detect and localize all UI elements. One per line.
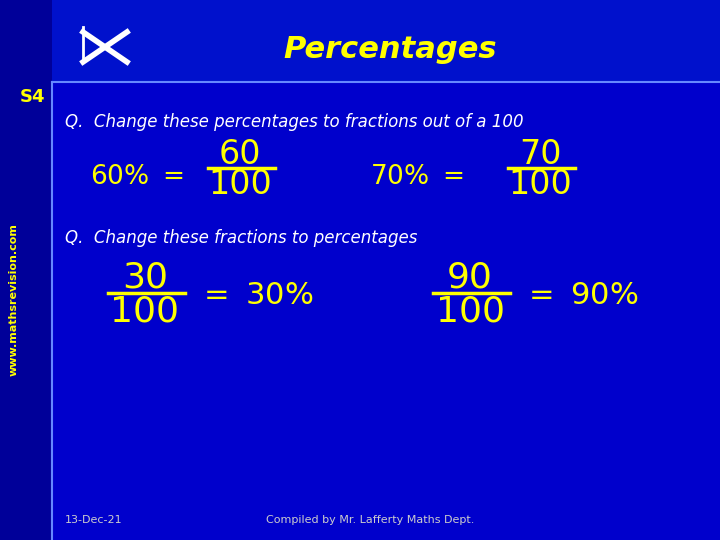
Text: 60: 60 — [219, 138, 261, 172]
Bar — [0, 0, 720, 82]
Text: 13-Dec-21: 13-Dec-21 — [65, 515, 122, 525]
Text: Q.  Change these fractions to percentages: Q. Change these fractions to percentages — [65, 229, 418, 247]
Text: 100: 100 — [508, 168, 572, 201]
Text: $70\%\ =$: $70\%\ =$ — [370, 164, 464, 190]
Text: Compiled by Mr. Lafferty Maths Dept.: Compiled by Mr. Lafferty Maths Dept. — [266, 515, 474, 525]
Text: $60\%\ =$: $60\%\ =$ — [90, 164, 184, 190]
Text: 70: 70 — [518, 138, 562, 172]
Text: 100: 100 — [208, 168, 272, 201]
Text: www.mathsrevision.com: www.mathsrevision.com — [9, 224, 19, 376]
Text: S4: S4 — [20, 88, 45, 106]
Text: 30: 30 — [122, 261, 168, 295]
Text: 100: 100 — [110, 295, 179, 329]
Bar — [0, 0, 52, 540]
Text: $=\ 90\%$: $=\ 90\%$ — [523, 280, 639, 309]
Text: 90: 90 — [447, 261, 493, 295]
Text: Percentages: Percentages — [283, 36, 497, 64]
Text: $=\ 30\%$: $=\ 30\%$ — [198, 280, 313, 309]
Text: Q.  Change these percentages to fractions out of a 100: Q. Change these percentages to fractions… — [65, 113, 523, 131]
Text: 100: 100 — [436, 295, 505, 329]
